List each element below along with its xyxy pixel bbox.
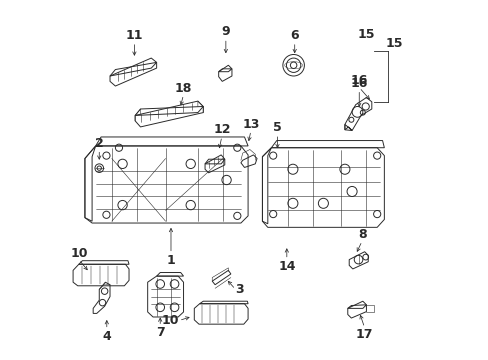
Text: 16: 16 (350, 77, 367, 90)
Text: 14: 14 (278, 260, 295, 273)
Text: 10: 10 (70, 247, 87, 260)
Text: 9: 9 (221, 25, 230, 39)
Text: 3: 3 (235, 283, 244, 296)
Text: 11: 11 (125, 29, 143, 42)
Text: 10: 10 (161, 314, 179, 327)
Text: 12: 12 (213, 123, 230, 136)
Text: 13: 13 (242, 117, 259, 131)
Text: 7: 7 (156, 326, 164, 339)
Text: 6: 6 (290, 29, 298, 42)
Text: 15: 15 (357, 28, 374, 41)
Text: 17: 17 (355, 328, 373, 341)
Text: 2: 2 (95, 136, 103, 149)
Text: 5: 5 (273, 121, 281, 134)
Text: 4: 4 (102, 329, 111, 343)
Text: 1: 1 (166, 253, 175, 266)
Text: 15: 15 (385, 36, 402, 50)
Text: 8: 8 (357, 228, 366, 241)
Text: 18: 18 (175, 82, 192, 95)
Text: 16: 16 (350, 74, 367, 87)
